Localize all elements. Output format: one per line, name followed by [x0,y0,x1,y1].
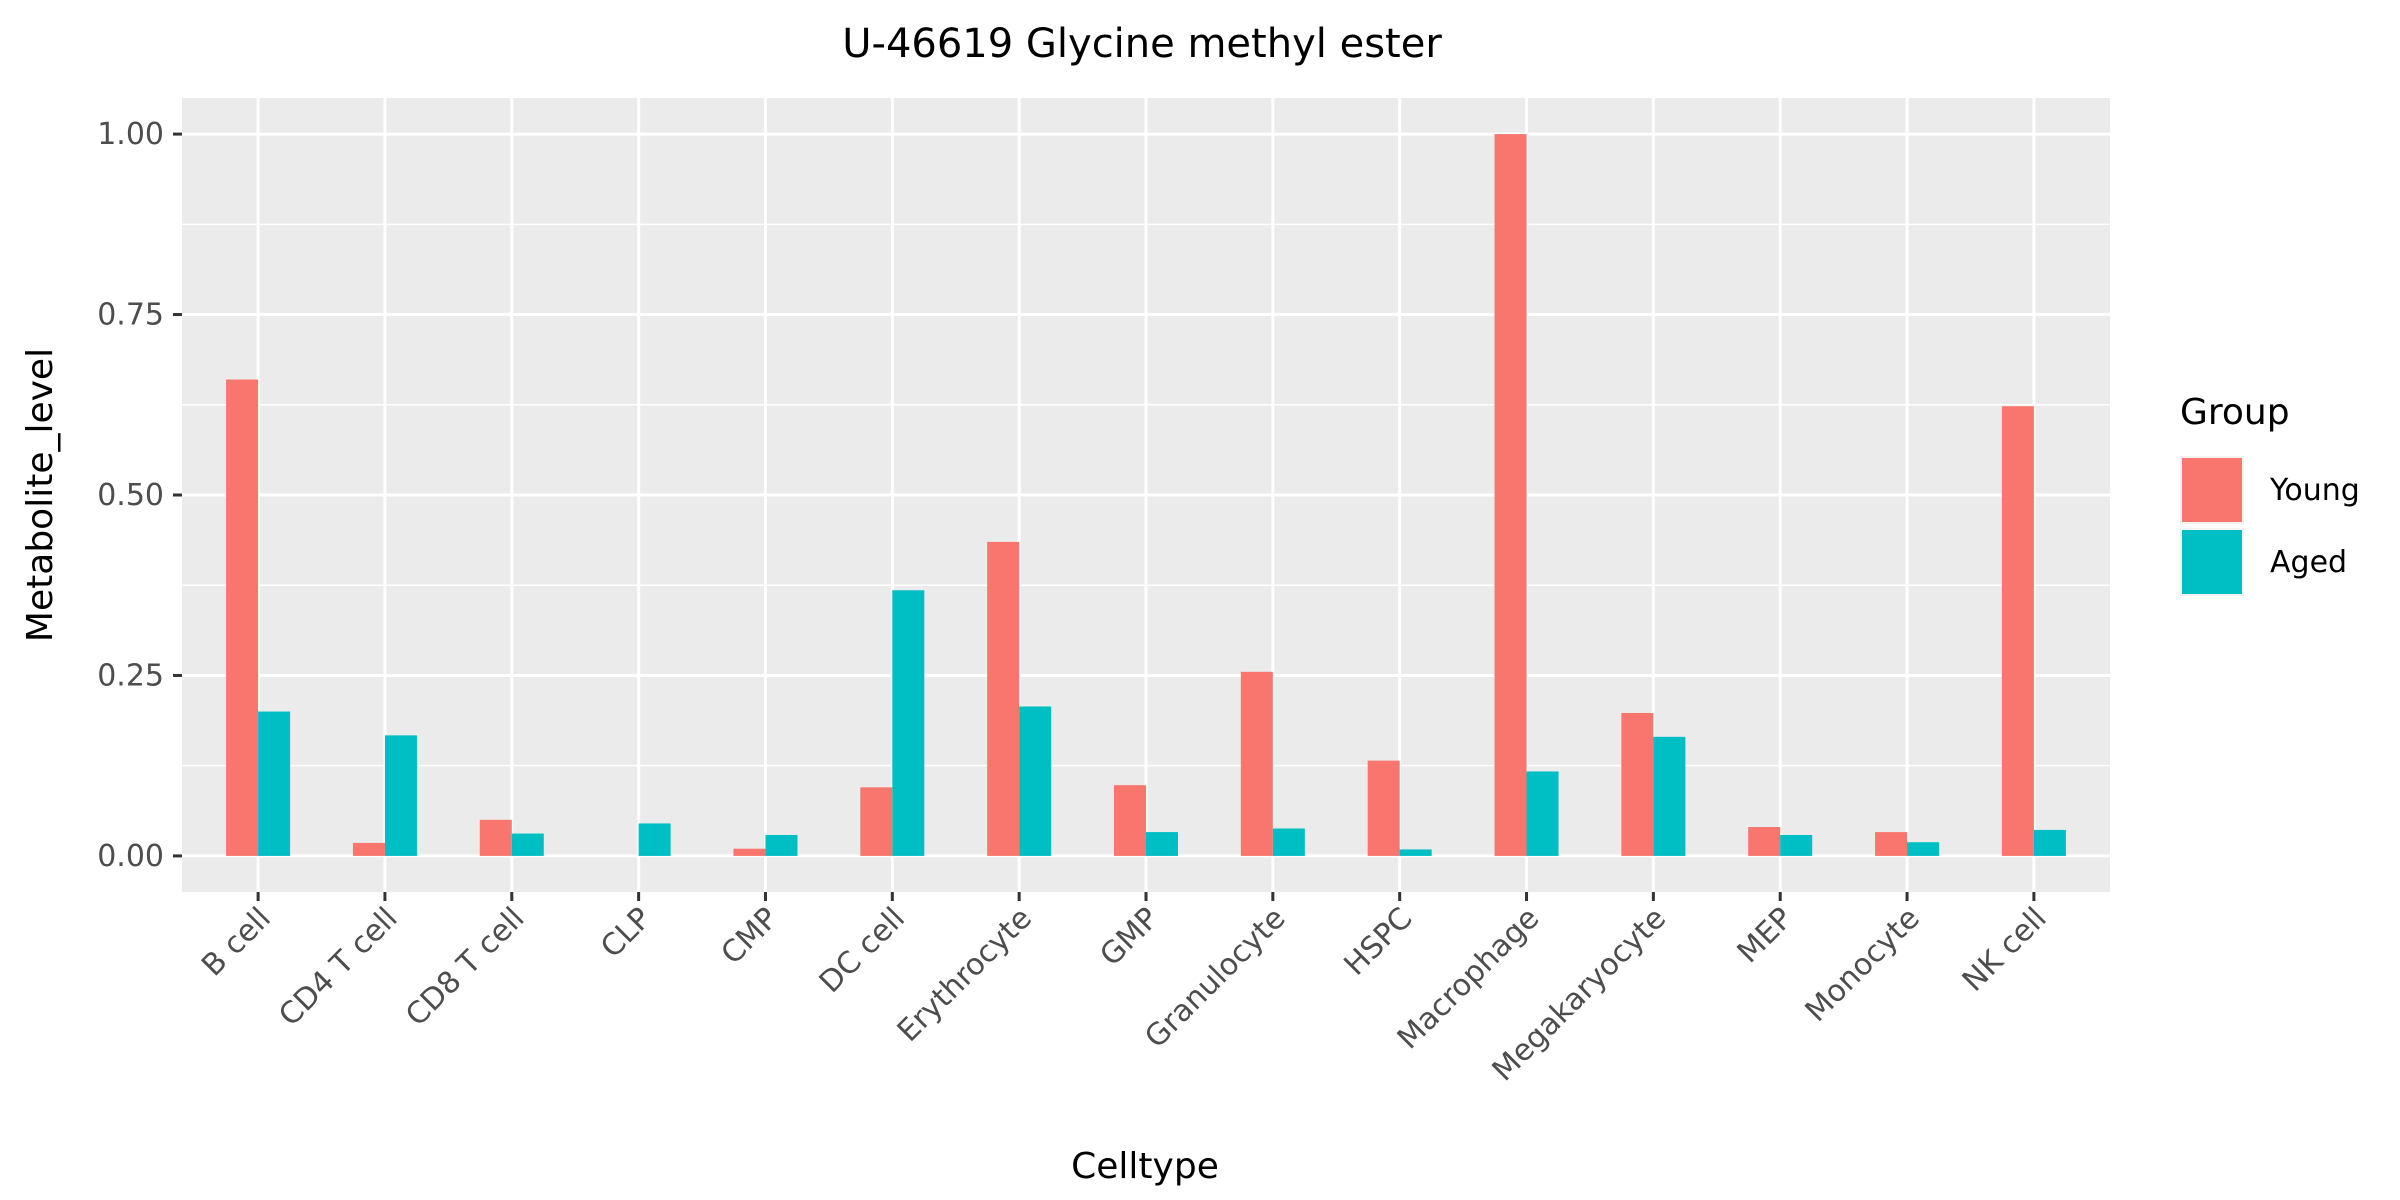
y-tick-label: 0.50 [97,478,164,513]
bar-aged-b-cell [258,711,291,856]
bar-aged-megakaryocyte [1653,736,1686,856]
bar-aged-dc-cell [892,590,925,856]
bar-young-gmp [1114,785,1146,856]
bar-aged-cd8-t-cell [511,833,544,856]
bar-aged-clp [638,823,671,856]
y-tick-label: 0.25 [97,658,164,693]
bar-young-cmp [733,848,766,856]
bar-young-mep [1748,827,1781,856]
bar-aged-mep [1780,834,1813,856]
y-axis-title: Metabolite_level [20,348,61,642]
y-axis: 0.00 0.25 0.50 0.75 1.00 [97,117,182,874]
y-tick-label: 1.00 [97,117,164,152]
bar-aged-monocyte [1907,842,1940,856]
bar-young-b-cell [226,379,259,856]
bars [226,134,2066,856]
bar-young-nk-cell [2001,406,2034,856]
bar-aged-cmp [765,834,798,856]
bar-young-hspc [1367,760,1400,856]
bar-young-granulocyte [1240,671,1273,856]
y-tick-label: 0.00 [97,839,164,874]
bar-aged-hspc [1399,849,1432,856]
legend: Group Young Aged [2180,392,2360,596]
bar-aged-erythrocyte [1019,706,1052,856]
grid-major [182,98,2110,892]
bar-young-macrophage [1494,134,1527,856]
bar-young-dc-cell [860,787,893,856]
bar-young-erythrocyte [987,541,1020,856]
legend-swatch-young [2182,458,2242,522]
legend-swatch-aged [2182,530,2242,594]
bar-aged-granulocyte [1272,828,1305,856]
chart-title: U-46619 Glycine methyl ester [842,21,1442,67]
bar-young-megakaryocyte [1621,712,1654,856]
bar-aged-nk-cell [2033,829,2066,856]
bar-aged-cd4-t-cell [384,735,417,856]
bar-aged-gmp [1146,832,1178,856]
y-tick-label: 0.75 [97,298,164,333]
bar-young-cd4-t-cell [352,842,385,856]
bar-young-monocyte [1875,832,1908,856]
bar-young-cd8-t-cell [479,819,512,856]
legend-title: Group [2180,392,2290,433]
legend-label-young: Young [2269,473,2360,508]
x-axis-title: Celltype [1071,1146,1219,1187]
legend-label-aged: Aged [2270,545,2347,580]
bar-aged-macrophage [1526,771,1559,856]
